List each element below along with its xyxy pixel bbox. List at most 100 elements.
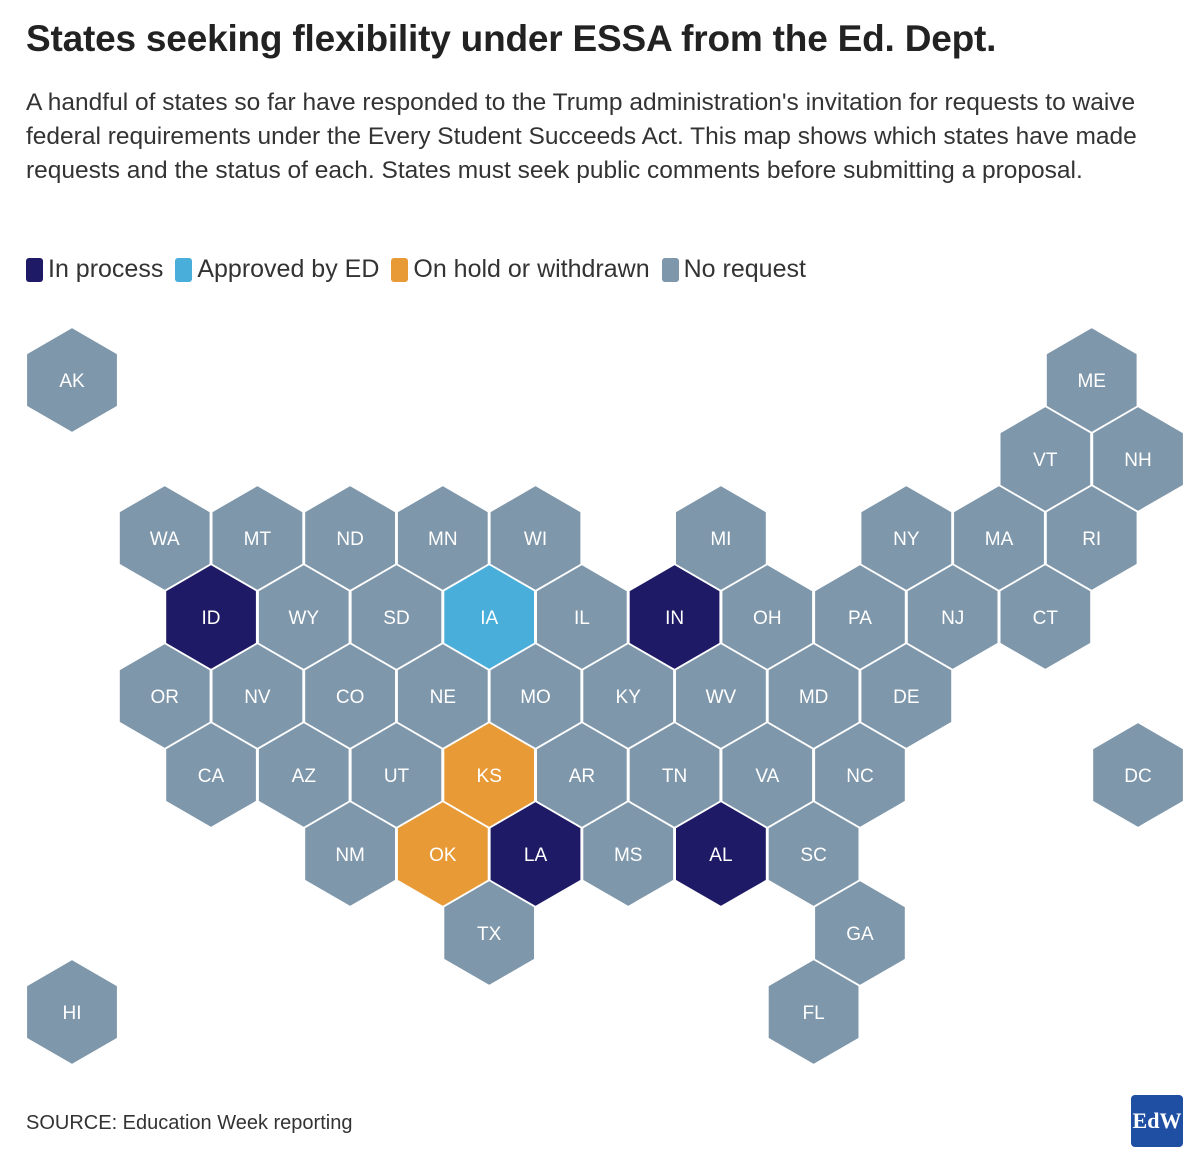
state-hex-shape — [1091, 405, 1185, 513]
state-label: IL — [574, 608, 590, 629]
state-label: AK — [59, 371, 85, 392]
chart-subtitle: A handful of states so far have responde… — [26, 89, 1137, 184]
state-label: AZ — [292, 766, 317, 787]
state-hex-id: ID — [165, 563, 258, 671]
state-hex-fl: FL — [767, 958, 860, 1066]
state-hex-ky: KY — [582, 642, 675, 750]
state-label: SC — [800, 845, 826, 866]
legend-label: No request — [683, 255, 806, 283]
state-hex-shape — [25, 958, 119, 1066]
state-hex-shape — [999, 405, 1092, 513]
state-hex-oh: OH — [721, 563, 814, 671]
state-label: SD — [383, 608, 409, 629]
state-label: UT — [384, 766, 410, 787]
state-label: MD — [799, 687, 829, 708]
state-hex-shape — [489, 642, 582, 750]
state-hex-de: DE — [860, 642, 953, 750]
state-hex-shape — [1045, 326, 1138, 434]
state-hex-ar: AR — [535, 721, 628, 829]
state-hex-ak: AK — [25, 326, 119, 434]
state-hex-la: LA — [489, 800, 582, 908]
state-label: WV — [706, 687, 737, 708]
state-label: DC — [1124, 766, 1151, 787]
state-hex-shape — [952, 484, 1046, 592]
state-label: NC — [846, 766, 873, 787]
chart-title: States seeking flexibility under ESSA fr… — [26, 18, 997, 59]
state-hex-shape — [165, 721, 258, 829]
state-hex-shape — [767, 800, 860, 908]
state-hex-shape — [211, 484, 304, 592]
state-label: ND — [336, 529, 363, 550]
state-hex-nd: ND — [304, 484, 397, 592]
state-label: NM — [335, 845, 365, 866]
state-label: IA — [480, 608, 498, 629]
state-label: GA — [846, 924, 874, 945]
state-hex-shape — [1091, 721, 1185, 829]
legend-item-approved: Approved by ED — [175, 255, 379, 284]
legend-item-no-request: No request — [661, 255, 806, 284]
state-hex-shape — [304, 642, 397, 750]
state-hex-shape — [396, 484, 489, 592]
state-hex-mn: MN — [396, 484, 489, 592]
state-label: ID — [202, 608, 221, 629]
state-hex-ny: NY — [860, 484, 953, 592]
state-hex-ne: NE — [396, 642, 489, 750]
state-label: LA — [524, 845, 548, 866]
state-hex-shape — [350, 721, 443, 829]
state-hex-shape — [813, 879, 907, 987]
state-label: WA — [150, 529, 180, 550]
state-hex-ms: MS — [582, 800, 675, 908]
state-hex-hi: HI — [25, 958, 119, 1066]
state-hex-dc: DC — [1091, 721, 1185, 829]
state-hex-ga: GA — [813, 879, 907, 987]
state-hex-ri: RI — [1045, 484, 1138, 592]
state-hex-shape — [350, 563, 443, 671]
state-label: MO — [520, 687, 551, 708]
state-hex-ca: CA — [165, 721, 258, 829]
state-hex-wy: WY — [257, 563, 350, 671]
state-hex-shape — [906, 563, 999, 671]
state-hex-me: ME — [1045, 326, 1138, 434]
state-label: MT — [244, 529, 272, 550]
state-hex-nv: NV — [211, 642, 304, 750]
state-hex-tn: TN — [628, 721, 721, 829]
state-hex-shape — [304, 484, 397, 592]
state-label: DE — [893, 687, 919, 708]
edweek-logo: EdW — [1131, 1095, 1183, 1147]
state-label: VA — [755, 766, 779, 787]
legend-label: In process — [48, 255, 164, 283]
state-hex-shape — [489, 484, 582, 592]
state-hex-shape — [211, 642, 304, 750]
state-hex-nm: NM — [304, 800, 397, 908]
state-hex-ct: CT — [999, 563, 1092, 671]
state-hex-mi: MI — [674, 484, 768, 592]
state-hex-shape — [1045, 484, 1138, 592]
state-hex-shape — [813, 563, 907, 671]
state-label: NE — [430, 687, 456, 708]
state-hex-vt: VT — [999, 405, 1092, 513]
state-hex-shape — [674, 642, 768, 750]
legend-label: On hold or withdrawn — [413, 255, 650, 283]
state-hex-in: IN — [628, 563, 721, 671]
state-hex-wi: WI — [489, 484, 582, 592]
state-hex-shape — [582, 642, 675, 750]
state-label: WI — [524, 529, 547, 550]
state-label: AR — [569, 766, 595, 787]
state-label: ME — [1077, 371, 1106, 392]
state-label: WY — [288, 608, 319, 629]
state-hex-ut: UT — [350, 721, 443, 829]
state-hex-sd: SD — [350, 563, 443, 671]
state-label: NV — [244, 687, 271, 708]
state-label: MI — [710, 529, 731, 550]
state-hex-shape — [767, 958, 860, 1066]
state-hex-shape — [628, 721, 721, 829]
state-hex-shape — [165, 563, 258, 671]
state-label: CA — [198, 766, 225, 787]
state-hex-il: IL — [535, 563, 628, 671]
state-label: TN — [662, 766, 687, 787]
state-hex-wa: WA — [118, 484, 211, 592]
state-hex-shape — [535, 721, 628, 829]
state-label: CT — [1033, 608, 1059, 629]
legend-item-in-process: In process — [26, 255, 163, 284]
state-hex-md: MD — [767, 642, 860, 750]
